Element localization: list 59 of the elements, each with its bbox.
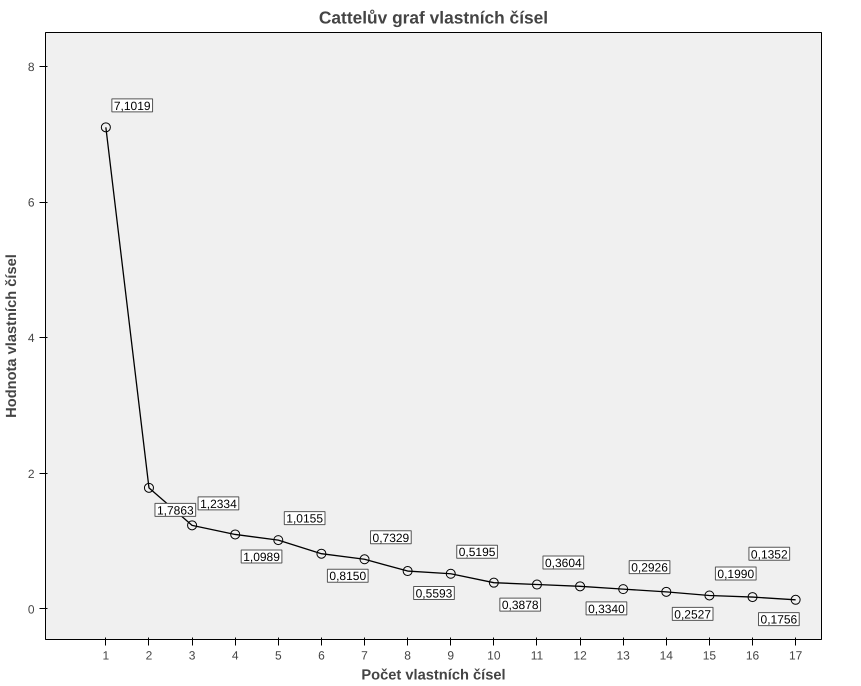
point <box>446 568 456 579</box>
x-tick-label: 13 <box>616 648 630 662</box>
x-tick-label: 17 <box>788 648 803 662</box>
point <box>748 592 758 602</box>
data-label: 1,0155 <box>286 512 324 526</box>
point <box>704 590 714 600</box>
x-tick-label: 15 <box>702 648 716 662</box>
x-tick-label: 5 <box>274 648 282 662</box>
data-label: 7,1019 <box>114 98 151 113</box>
point <box>230 529 240 540</box>
y-tick-label: 4 <box>28 331 35 346</box>
x-axis-title: Počet vlastních čísel <box>361 668 506 684</box>
data-label: 0,2527 <box>674 607 712 622</box>
chart-title: Cattelův graf vlastních čísel <box>318 8 548 28</box>
y-tick-label: 8 <box>28 60 35 74</box>
x-tick-label: 2 <box>146 648 153 662</box>
point <box>790 594 801 605</box>
x-tick-label: 14 <box>660 648 674 662</box>
x-tick-label: 10 <box>487 648 501 662</box>
x-tick-label: 9 <box>447 648 454 662</box>
point <box>187 520 198 530</box>
point <box>661 586 672 597</box>
point <box>402 566 413 576</box>
point <box>488 578 499 588</box>
point <box>100 122 111 132</box>
point <box>618 584 628 594</box>
y-axis-title: Hodnota vlastních čísel <box>4 254 20 418</box>
point <box>144 482 154 493</box>
data-label: 0,2926 <box>631 560 668 575</box>
data-label: 0,5593 <box>416 586 453 601</box>
point <box>532 580 542 590</box>
x-tick-label: 8 <box>404 648 412 662</box>
point <box>316 548 326 559</box>
data-label: 0,3878 <box>502 598 539 612</box>
data-label: 1,7863 <box>156 503 194 518</box>
x-tick-label: 11 <box>530 648 544 662</box>
data-label: 0,3604 <box>544 556 582 570</box>
data-label: 0,5195 <box>458 545 496 560</box>
y-tick-label: 0 <box>28 602 35 616</box>
data-label: 1,2334 <box>200 496 238 511</box>
data-label: 0,1990 <box>717 566 754 581</box>
data-label: 0,1756 <box>760 612 798 627</box>
x-tick-label: 3 <box>188 648 196 662</box>
point <box>273 535 284 546</box>
y-tick-label: 2 <box>28 466 35 481</box>
data-label: 0,8150 <box>329 569 366 584</box>
x-tick-label: 1 <box>102 648 110 662</box>
x-tick-label: 12 <box>573 648 588 662</box>
x-tick-label: 16 <box>746 648 760 662</box>
x-tick-label: 7 <box>361 648 368 662</box>
data-label: 0,7329 <box>372 530 410 545</box>
data-label: 0,3340 <box>588 602 626 616</box>
data-label: 0,1352 <box>750 547 788 562</box>
point <box>360 554 370 564</box>
point <box>575 581 586 592</box>
x-tick-label: 4 <box>232 648 239 662</box>
y-tick-label: 6 <box>28 196 35 210</box>
x-tick-label: 6 <box>318 648 326 662</box>
data-label: 1,0989 <box>243 550 280 564</box>
